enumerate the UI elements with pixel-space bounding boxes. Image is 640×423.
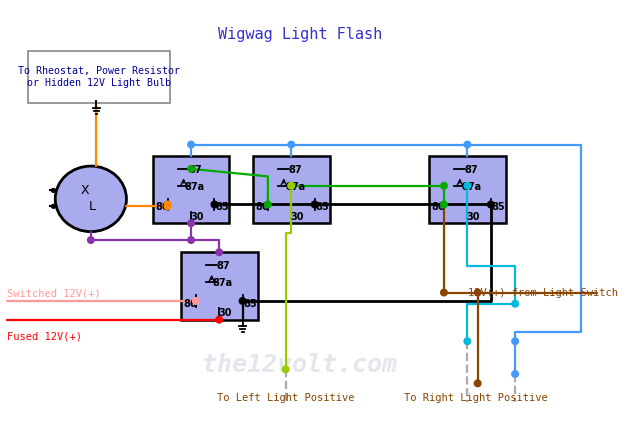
Circle shape <box>474 380 481 387</box>
Text: Wigwag Light Flash: Wigwag Light Flash <box>218 27 382 41</box>
Text: 86: 86 <box>156 202 169 212</box>
Circle shape <box>188 220 195 226</box>
Circle shape <box>464 338 470 344</box>
Text: 87a: 87a <box>185 182 205 192</box>
Text: 30: 30 <box>466 212 480 222</box>
Text: 30: 30 <box>190 212 204 222</box>
Circle shape <box>188 141 195 148</box>
Circle shape <box>441 182 447 189</box>
Circle shape <box>216 316 223 323</box>
Text: 87a: 87a <box>461 182 481 192</box>
Circle shape <box>464 182 470 189</box>
Text: X: X <box>81 184 90 197</box>
Circle shape <box>216 249 223 255</box>
Circle shape <box>188 237 195 243</box>
Text: 85: 85 <box>243 299 257 309</box>
Circle shape <box>88 237 94 243</box>
Text: 87a: 87a <box>213 278 233 288</box>
Text: 86: 86 <box>255 202 269 212</box>
Text: 85: 85 <box>492 202 505 212</box>
FancyBboxPatch shape <box>28 51 170 103</box>
Text: Switched 12V(+): Switched 12V(+) <box>8 288 101 299</box>
Circle shape <box>282 366 289 373</box>
Circle shape <box>264 201 271 208</box>
Circle shape <box>512 371 518 377</box>
Text: 86: 86 <box>183 299 197 309</box>
Circle shape <box>512 300 518 307</box>
Text: 12V(+) from Light Switch: 12V(+) from Light Switch <box>468 288 618 297</box>
Text: 87: 87 <box>216 261 230 271</box>
Circle shape <box>51 204 55 208</box>
Text: 87: 87 <box>288 165 302 175</box>
Circle shape <box>239 298 246 304</box>
Circle shape <box>512 338 518 344</box>
Text: To Left Light Positive: To Left Light Positive <box>217 393 355 403</box>
Circle shape <box>288 182 294 189</box>
Circle shape <box>288 182 294 189</box>
Text: To Right Light Positive: To Right Light Positive <box>404 393 548 403</box>
Circle shape <box>474 289 481 296</box>
Text: 30: 30 <box>290 212 303 222</box>
Text: Fused 12V(+): Fused 12V(+) <box>8 332 83 341</box>
Circle shape <box>188 166 195 172</box>
Text: 87a: 87a <box>285 182 305 192</box>
Circle shape <box>164 201 171 208</box>
Text: 87: 87 <box>464 165 478 175</box>
Circle shape <box>488 201 494 208</box>
Circle shape <box>288 141 294 148</box>
FancyBboxPatch shape <box>429 156 506 223</box>
Circle shape <box>441 289 447 296</box>
FancyBboxPatch shape <box>153 156 230 223</box>
Text: 86: 86 <box>431 202 445 212</box>
Text: 85: 85 <box>215 202 228 212</box>
Ellipse shape <box>55 166 127 232</box>
Text: 85: 85 <box>316 202 329 212</box>
FancyBboxPatch shape <box>180 252 257 320</box>
Circle shape <box>441 201 447 208</box>
FancyBboxPatch shape <box>253 156 330 223</box>
Circle shape <box>464 141 470 148</box>
Circle shape <box>211 201 218 208</box>
Circle shape <box>164 203 171 210</box>
Text: To Rheostat, Power Resistor
or Hidden 12V Light Bulb: To Rheostat, Power Resistor or Hidden 12… <box>19 66 180 88</box>
Text: the12volt.com: the12volt.com <box>202 353 397 376</box>
Text: L: L <box>89 200 96 213</box>
Text: 30: 30 <box>218 308 232 318</box>
Text: 87: 87 <box>188 165 202 175</box>
Circle shape <box>51 189 55 192</box>
Circle shape <box>312 201 318 208</box>
Circle shape <box>193 298 199 304</box>
